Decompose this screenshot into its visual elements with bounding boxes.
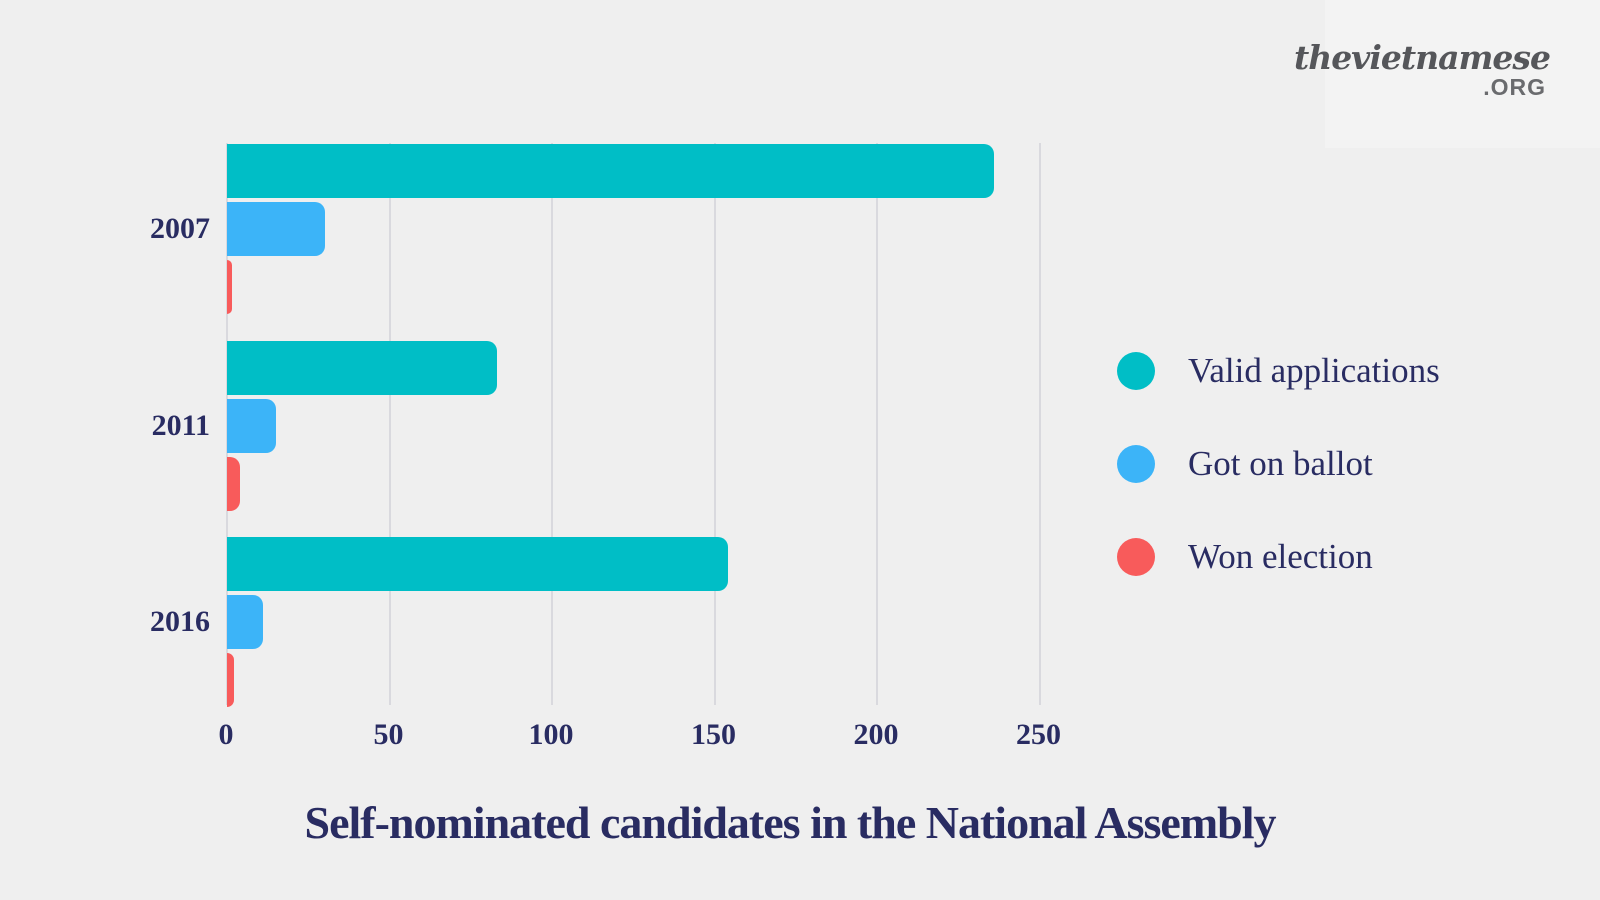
gridline-x-200 <box>876 143 878 705</box>
x-tick-label: 250 <box>1016 718 1061 751</box>
gridline-x-100 <box>551 143 553 705</box>
legend-item-got-on-ballot: Got on ballot <box>1117 444 1373 484</box>
legend-item-won-election: Won election <box>1117 537 1373 577</box>
bar-2011-won-election <box>227 457 240 511</box>
category-label-2011: 2011 <box>151 409 210 442</box>
gridline-x-150 <box>713 143 716 705</box>
legend-item-valid-applications: Valid applications <box>1117 351 1440 391</box>
bar-2007-won-election <box>227 260 232 314</box>
logo-panel: thevietnamese .ORG <box>1294 0 1600 148</box>
x-tick-label: 200 <box>853 718 899 751</box>
x-tick-label: 150 <box>691 718 736 751</box>
bar-2011-valid-applications <box>227 341 497 395</box>
category-label-2007: 2007 <box>150 212 210 245</box>
x-tick-label: 0 <box>218 718 234 751</box>
brand-logo-tld: .ORG <box>1483 74 1546 100</box>
category-label-2016: 2016 <box>150 605 210 638</box>
bar-2011-got-on-ballot <box>227 399 276 453</box>
brand-logo: thevietnamese <box>1293 38 1551 77</box>
plot-area <box>226 143 1126 707</box>
bar-2007-got-on-ballot <box>227 202 325 256</box>
gridline-x-250 <box>1038 143 1041 705</box>
bar-2016-valid-applications <box>227 537 728 591</box>
legend-dot-icon <box>1117 538 1155 576</box>
legend-dot-icon <box>1117 352 1155 390</box>
legend-label: Won election <box>1188 537 1373 576</box>
x-tick-label: 100 <box>528 718 574 751</box>
legend-label: Got on ballot <box>1188 444 1373 483</box>
legend-label: Valid applications <box>1188 351 1440 390</box>
bar-2016-won-election <box>227 653 234 707</box>
bar-2007-valid-applications <box>227 144 994 198</box>
legend-dot-icon <box>1117 445 1155 483</box>
x-tick-label: 50 <box>373 718 404 751</box>
gridline-x-50 <box>388 143 391 705</box>
chart-title: Self-nominated candidates in the Nationa… <box>304 797 1276 848</box>
bar-2016-got-on-ballot <box>227 595 263 649</box>
